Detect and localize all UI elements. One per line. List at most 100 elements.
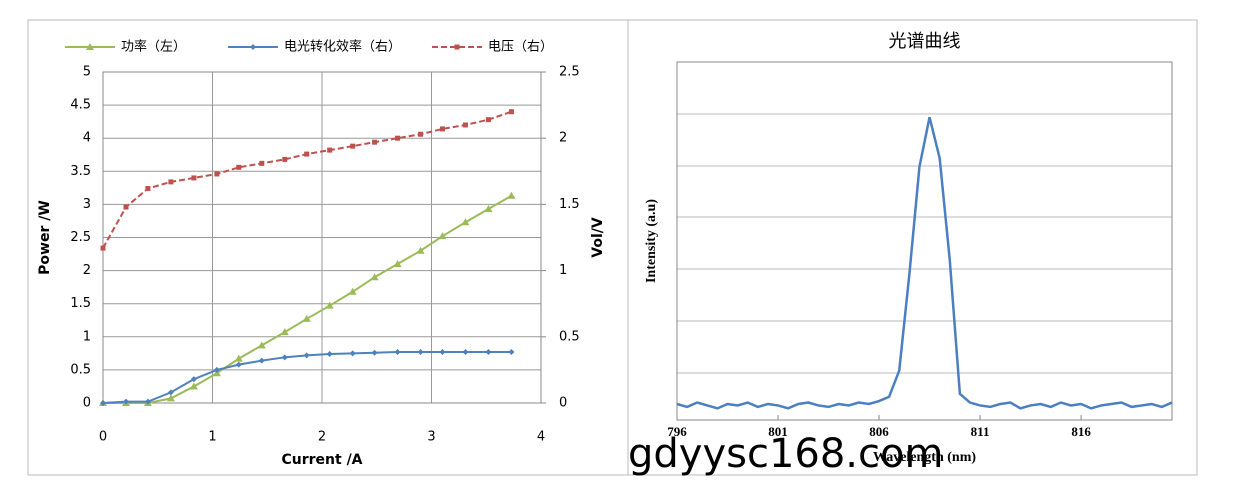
x-tick-label: 796 [667, 424, 687, 439]
chart-title: 光谱曲线 [889, 31, 961, 52]
plot-frame [676, 61, 1173, 421]
x-tick-label: 2 [318, 430, 326, 445]
marker [190, 376, 197, 383]
x-tick-label: 4 [537, 430, 545, 445]
x-tick-label: 816 [1071, 424, 1091, 439]
y-tick-label: 0 [83, 396, 91, 411]
marker [439, 126, 445, 132]
marker [508, 109, 514, 115]
marker [394, 349, 401, 356]
y-tick-label: 1 [83, 329, 91, 344]
x-tick-label: 1 [208, 430, 216, 445]
x-tick-label: 0 [99, 430, 107, 445]
x-axis-label: Current /A [281, 452, 362, 468]
x-tick-label: 806 [869, 424, 889, 439]
marker [145, 186, 151, 192]
y-axis-label: Power /W [37, 200, 53, 275]
marker [325, 301, 334, 309]
marker [348, 287, 357, 295]
marker [326, 351, 333, 358]
marker [123, 204, 129, 210]
y-tick-label: 5 [83, 65, 91, 80]
marker [257, 341, 266, 349]
x-tick-label: 3 [427, 430, 435, 445]
marker [236, 164, 242, 170]
y2-tick-label: 1.5 [559, 197, 580, 212]
marker [438, 232, 447, 240]
marker [280, 328, 289, 336]
marker [100, 400, 106, 406]
marker [327, 147, 333, 153]
marker [167, 389, 174, 396]
y-tick-label: 2.5 [70, 230, 91, 245]
marker [214, 171, 220, 177]
marker [485, 117, 491, 123]
marker [86, 43, 94, 50]
y-tick-label: 4.5 [70, 98, 91, 113]
marker [302, 314, 311, 322]
marker [189, 382, 198, 390]
marker [507, 191, 516, 199]
marker [371, 349, 378, 356]
marker [304, 151, 310, 157]
marker [166, 394, 175, 402]
charts: 0 0.5 1 1.5 2 2.5 3 3.5 4 4.5 5 0 0.5 1 1.5 2 2.5 0 1 2 3 4 Cu… [37, 31, 1173, 468]
y-tick-label: 0.5 [70, 362, 91, 377]
marker [122, 398, 129, 405]
marker [259, 160, 265, 166]
legend-label: 电光转化效率（右） [284, 39, 401, 55]
marker [418, 131, 424, 137]
marker [234, 354, 243, 362]
marker [462, 122, 468, 128]
series-line [676, 117, 1173, 410]
marker [168, 179, 174, 185]
legend-label: 电压（右） [488, 40, 553, 55]
x-tick-label: 801 [768, 424, 788, 439]
y2-tick-label: 2 [559, 131, 567, 146]
marker [439, 349, 446, 356]
marker [462, 349, 469, 356]
marker [349, 350, 356, 357]
y2-tick-label: 0 [559, 396, 567, 411]
marker [508, 349, 515, 356]
marker [485, 349, 492, 356]
spectrum-grid [676, 61, 1173, 421]
marker [395, 135, 401, 141]
y-tick-label: 4 [83, 131, 91, 146]
marker [416, 246, 425, 254]
y-tick-label: 3 [83, 197, 91, 212]
left-panel [27, 19, 629, 476]
marker [281, 354, 288, 361]
marker [417, 349, 424, 356]
legend-label: 功率（左） [121, 39, 186, 55]
y-tick-label: 2 [83, 263, 91, 278]
y2-tick-label: 0.5 [559, 329, 580, 344]
marker [282, 156, 288, 162]
y-tick-label: 1.5 [70, 296, 91, 311]
y2-axis-label: Vol/V [590, 217, 606, 258]
y-axis-label: Intensity (a.u) [644, 199, 659, 283]
marker [461, 218, 470, 226]
watermark: gdyysc168.com [628, 431, 943, 477]
marker [191, 175, 197, 181]
marker [213, 366, 220, 373]
marker [258, 357, 265, 364]
x-axis-label: Wavelength (nm) [873, 450, 976, 465]
marker [250, 44, 256, 50]
marker [235, 361, 242, 368]
marker [372, 139, 378, 145]
marker [100, 245, 106, 251]
marker [393, 259, 402, 267]
marker [350, 143, 356, 149]
plot-frame [102, 71, 542, 404]
marker [370, 273, 379, 281]
y-tick-label: 3.5 [70, 164, 91, 179]
y2-tick-label: 1 [559, 263, 567, 278]
y2-tick-label: 2.5 [559, 65, 580, 80]
marker [454, 44, 460, 50]
x-tick-label: 811 [971, 424, 990, 439]
marker [484, 205, 493, 213]
marker [144, 398, 151, 405]
marker [303, 352, 310, 359]
